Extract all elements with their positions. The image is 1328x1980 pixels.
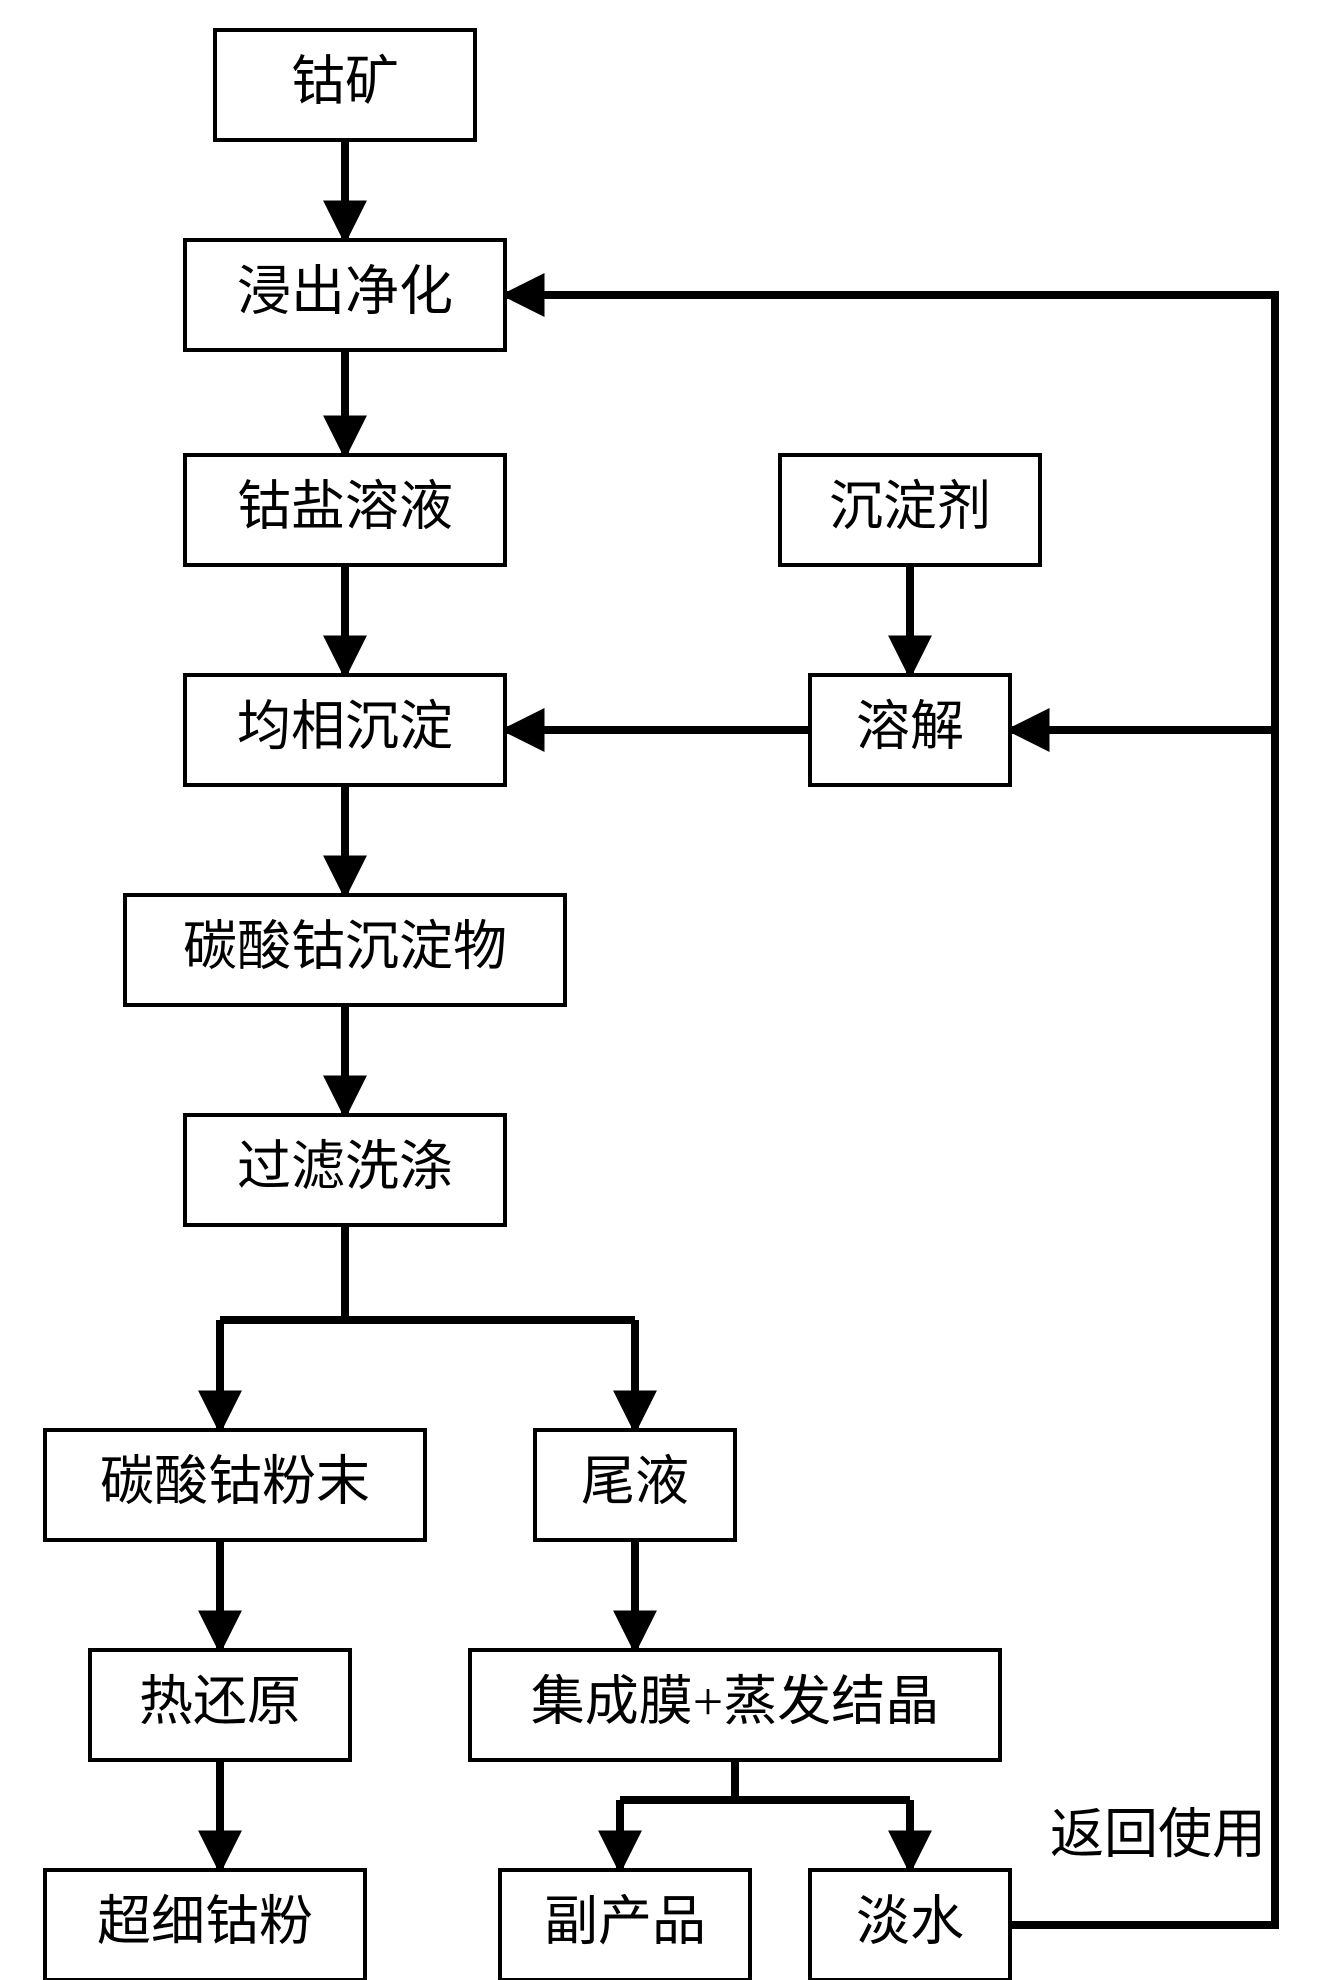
e-water-return-dissolve bbox=[1010, 730, 1275, 1925]
node-label-filter-wash: 过滤洗涤 bbox=[237, 1136, 453, 1196]
node-label-membrane-evap: 集成膜+蒸发结晶 bbox=[531, 1671, 939, 1731]
node-label-tail-liquid: 尾液 bbox=[581, 1451, 689, 1511]
node-label-precipitant: 沉淀剂 bbox=[829, 476, 991, 536]
node-dissolve: 溶解 bbox=[810, 675, 1010, 785]
node-label-cobalt-ore: 钴矿 bbox=[291, 51, 399, 111]
node-label-ultrafine-cobalt: 超细钴粉 bbox=[97, 1891, 313, 1951]
node-label-fresh-water: 淡水 bbox=[856, 1891, 964, 1951]
node-byproduct: 副产品 bbox=[500, 1870, 750, 1980]
node-ultrafine-cobalt: 超细钴粉 bbox=[45, 1870, 365, 1980]
node-homog-precip: 均相沉淀 bbox=[185, 675, 505, 785]
node-tail-liquid: 尾液 bbox=[535, 1430, 735, 1540]
node-thermal-reduction: 热还原 bbox=[90, 1650, 350, 1760]
node-cobalt-carb-precip: 碳酸钴沉淀物 bbox=[125, 895, 565, 1005]
node-label-cobalt-carb-powder: 碳酸钴粉末 bbox=[100, 1451, 370, 1511]
node-membrane-evap: 集成膜+蒸发结晶 bbox=[470, 1650, 1000, 1760]
node-leach-purify: 浸出净化 bbox=[185, 240, 505, 350]
node-cobalt-carb-powder: 碳酸钴粉末 bbox=[45, 1430, 425, 1540]
node-label-thermal-reduction: 热还原 bbox=[139, 1671, 301, 1731]
node-precipitant: 沉淀剂 bbox=[780, 455, 1040, 565]
node-label-cobalt-salt-sol: 钴盐溶液 bbox=[237, 476, 453, 536]
node-label-dissolve: 溶解 bbox=[856, 696, 964, 756]
node-cobalt-salt-sol: 钴盐溶液 bbox=[185, 455, 505, 565]
node-filter-wash: 过滤洗涤 bbox=[185, 1115, 505, 1225]
node-label-homog-precip: 均相沉淀 bbox=[237, 696, 453, 756]
node-label-cobalt-carb-precip: 碳酸钴沉淀物 bbox=[183, 916, 507, 976]
return-use-label: 返回使用 bbox=[1050, 1804, 1266, 1864]
node-cobalt-ore: 钴矿 bbox=[215, 30, 475, 140]
node-label-leach-purify: 浸出净化 bbox=[237, 261, 453, 321]
node-label-byproduct: 副产品 bbox=[544, 1891, 706, 1951]
node-fresh-water: 淡水 bbox=[810, 1870, 1010, 1980]
